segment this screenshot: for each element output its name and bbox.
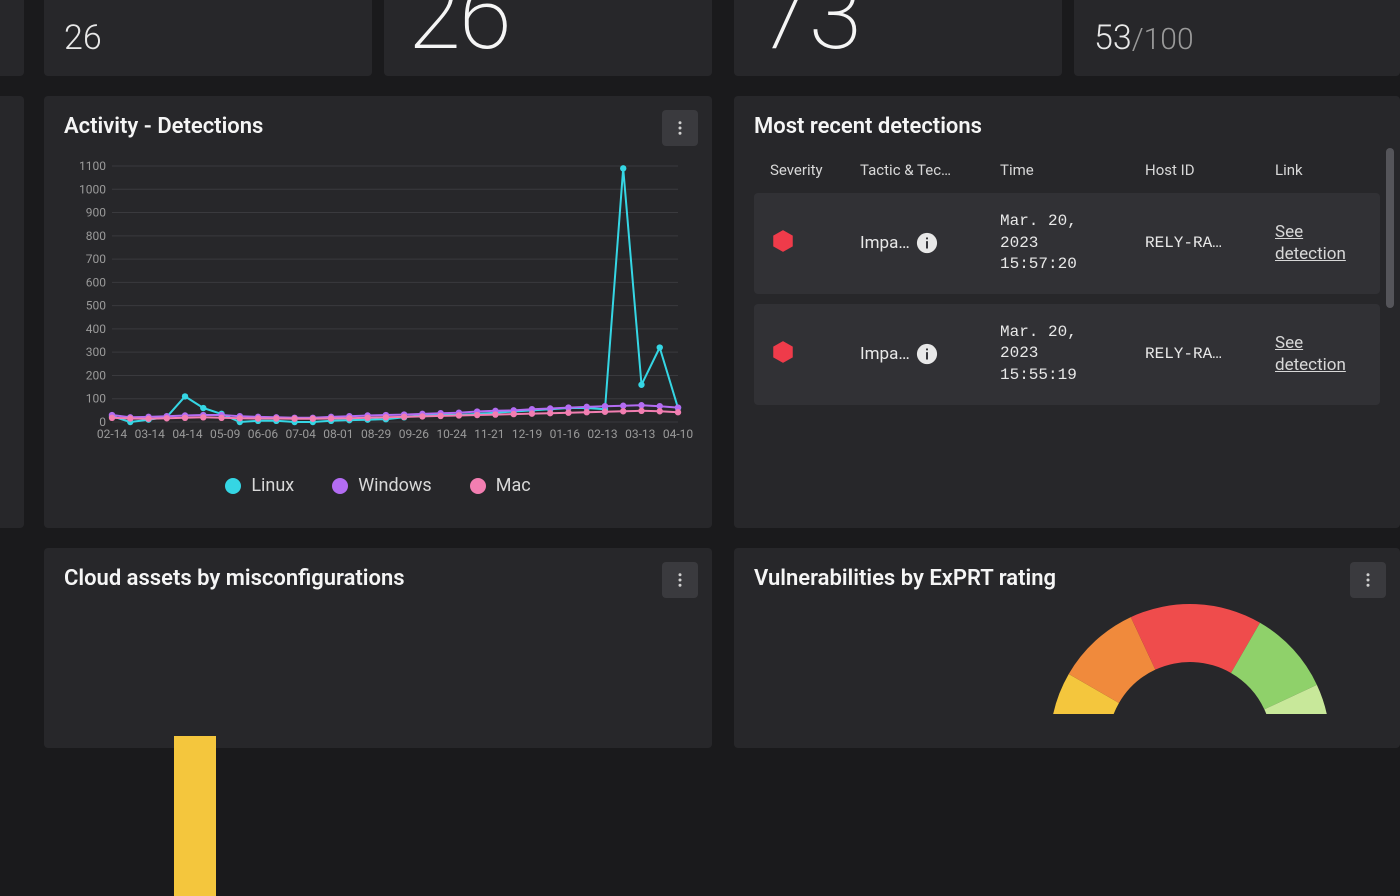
- more-vert-icon: [671, 119, 689, 137]
- link-cell: Seedetection: [1275, 221, 1375, 265]
- table-row[interactable]: Impa… Mar. 20,202315:57:20RELY-RA…Seedete…: [754, 193, 1380, 294]
- left-edge-card: [0, 96, 24, 528]
- svg-text:100: 100: [86, 392, 106, 406]
- svg-text:1100: 1100: [79, 159, 106, 173]
- see-detection-link[interactable]: Seedetection: [1275, 332, 1346, 376]
- legend-item[interactable]: Mac: [470, 475, 531, 496]
- stat-3-value: 73: [758, 0, 860, 64]
- col-time: Time: [1000, 161, 1145, 179]
- time-cell: Mar. 20,202315:57:20: [1000, 211, 1145, 276]
- severity-hex-icon: [770, 339, 796, 365]
- svg-text:800: 800: [86, 229, 106, 243]
- svg-text:500: 500: [86, 299, 106, 313]
- more-vert-icon: [1359, 571, 1377, 589]
- svg-text:02-13: 02-13: [587, 427, 617, 441]
- vulnerabilities-title: Vulnerabilities by ExPRT rating: [754, 566, 1380, 591]
- stat-card-1: 26: [44, 0, 372, 76]
- host-cell: RELY-RA…: [1145, 234, 1275, 252]
- legend-label: Windows: [358, 475, 432, 496]
- bar-fragment: [174, 736, 216, 896]
- svg-text:08-29: 08-29: [361, 427, 391, 441]
- more-icon-button[interactable]: [662, 562, 698, 598]
- col-severity: Severity: [770, 161, 860, 179]
- svg-text:12-19: 12-19: [512, 427, 542, 441]
- activity-detections-card: Activity - Detections 010020030040050060…: [44, 96, 712, 528]
- svg-text:05-09: 05-09: [210, 427, 240, 441]
- donut-chart: [1040, 594, 1340, 718]
- svg-text:06-06: 06-06: [248, 427, 279, 441]
- stat-card-4: 53/100: [1074, 0, 1400, 76]
- link-cell: Seedetection: [1275, 332, 1375, 376]
- stat-4-value: 53/100: [1094, 18, 1194, 58]
- col-link: Link: [1275, 161, 1375, 179]
- time-cell: Mar. 20,202315:55:19: [1000, 322, 1145, 387]
- score-value: 53: [1094, 18, 1132, 58]
- table-row[interactable]: Impa… Mar. 20,202315:55:19RELY-RA…Seedete…: [754, 304, 1380, 405]
- svg-text:700: 700: [86, 252, 106, 266]
- tactic-text: Impa…: [860, 233, 910, 253]
- detections-title: Most recent detections: [754, 114, 1380, 139]
- info-icon[interactable]: [916, 343, 938, 365]
- tactic-cell: Impa…: [860, 232, 1000, 254]
- col-host: Host ID: [1145, 161, 1275, 179]
- host-cell: RELY-RA…: [1145, 345, 1275, 363]
- activity-title: Activity - Detections: [64, 114, 692, 139]
- legend-item[interactable]: Linux: [225, 475, 294, 496]
- svg-text:1000: 1000: [79, 182, 106, 196]
- legend-dot: [332, 478, 348, 494]
- severity-hex-icon: [770, 228, 796, 254]
- cloud-assets-card: Cloud assets by misconfigurations: [44, 548, 712, 748]
- svg-text:10-24: 10-24: [436, 427, 467, 441]
- detections-rows: Impa…Mar. 20,202315:57:20RELY-RA…Seedete…: [754, 193, 1380, 405]
- svg-text:03-14: 03-14: [135, 427, 166, 441]
- col-tactic: Tactic & Tec…: [860, 161, 1000, 179]
- legend-label: Mac: [496, 475, 531, 496]
- stat-card-2: 26: [384, 0, 712, 76]
- score-max: 100: [1144, 22, 1194, 57]
- legend-label: Linux: [251, 475, 294, 496]
- svg-text:08-01: 08-01: [323, 427, 353, 441]
- svg-text:04-10: 04-10: [663, 427, 694, 441]
- legend-dot: [470, 478, 486, 494]
- svg-text:900: 900: [86, 206, 106, 220]
- severity-cell: [770, 339, 860, 370]
- legend-item[interactable]: Windows: [332, 475, 432, 496]
- cloud-assets-title: Cloud assets by misconfigurations: [64, 566, 692, 591]
- legend-dot: [225, 478, 241, 494]
- severity-cell: [770, 228, 860, 259]
- svg-text:11-21: 11-21: [474, 427, 504, 441]
- scrollbar-thumb[interactable]: [1386, 148, 1394, 308]
- detections-scrollbar[interactable]: [1386, 148, 1394, 468]
- detections-header: Severity Tactic & Tec… Time Host ID Link: [754, 155, 1380, 193]
- more-icon-button[interactable]: [1350, 562, 1386, 598]
- tactic-cell: Impa…: [860, 343, 1000, 365]
- info-icon[interactable]: [916, 232, 938, 254]
- svg-text:03-13: 03-13: [625, 427, 655, 441]
- stat-1-value: 26: [64, 18, 102, 58]
- svg-text:07-04: 07-04: [286, 427, 317, 441]
- activity-chart: 01002003004005006007008009001000110002-1…: [64, 155, 684, 465]
- more-vert-icon: [671, 571, 689, 589]
- recent-detections-card: Most recent detections Severity Tactic &…: [734, 96, 1400, 528]
- svg-text:09-26: 09-26: [399, 427, 430, 441]
- svg-text:02-14: 02-14: [97, 427, 128, 441]
- stat-2-value: 26: [408, 0, 510, 64]
- score-sep: /: [1132, 22, 1144, 57]
- vulnerabilities-card: Vulnerabilities by ExPRT rating: [734, 548, 1400, 748]
- svg-text:600: 600: [86, 275, 106, 289]
- svg-text:01-16: 01-16: [550, 427, 581, 441]
- stat-card-3: 73: [734, 0, 1062, 76]
- svg-text:400: 400: [86, 322, 106, 336]
- svg-text:200: 200: [86, 368, 106, 382]
- see-detection-link[interactable]: Seedetection: [1275, 221, 1346, 265]
- left-edge-card-top: [0, 0, 24, 76]
- more-icon-button[interactable]: [662, 110, 698, 146]
- svg-text:300: 300: [86, 345, 106, 359]
- svg-text:04-14: 04-14: [172, 427, 203, 441]
- activity-legend: Linux Windows Mac: [64, 475, 692, 496]
- tactic-text: Impa…: [860, 344, 910, 364]
